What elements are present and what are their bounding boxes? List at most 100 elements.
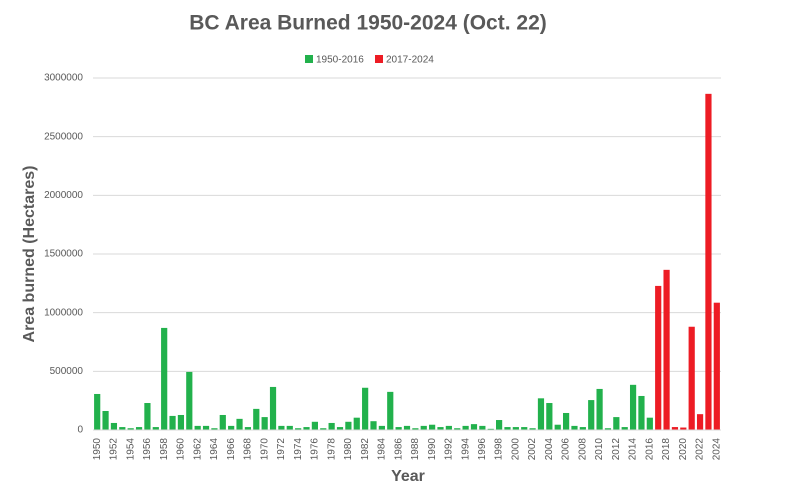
bar: [629, 384, 637, 430]
bar: [579, 427, 586, 430]
legend-label: 2017-2024: [386, 55, 434, 66]
chart-title: BC Area Burned 1950-2024 (Oct. 22): [189, 12, 547, 35]
x-tick-label: 2020: [678, 438, 689, 461]
y-tick-label: 1000000: [44, 307, 83, 318]
y-tick-label: 3000000: [44, 73, 83, 84]
bar: [638, 395, 645, 430]
x-tick-label: 1958: [159, 438, 170, 461]
x-tick-label: 1966: [226, 438, 237, 461]
bar: [671, 427, 679, 430]
x-tick-label: 1980: [343, 438, 354, 461]
bar: [286, 425, 293, 430]
x-tick-label: 1972: [276, 438, 287, 461]
x-tick-label: 2008: [577, 438, 588, 461]
y-tick-label: 500000: [50, 366, 84, 377]
x-tick-label: 1996: [477, 438, 488, 461]
x-tick-label: 2018: [661, 438, 672, 461]
bar: [387, 391, 394, 430]
bar: [420, 425, 427, 430]
bar: [102, 410, 109, 430]
x-tick-label: 1994: [460, 438, 471, 461]
x-tick-label: 1988: [410, 438, 421, 461]
bar: [479, 425, 486, 430]
legend: 1950-2016 2017-2024: [305, 55, 434, 66]
x-tick-label: 2000: [510, 438, 521, 461]
bar: [705, 93, 712, 430]
bar: [370, 421, 377, 430]
y-tick-label: 0: [77, 425, 83, 436]
bar: [588, 400, 595, 430]
bar: [119, 427, 126, 430]
bar: [521, 427, 528, 430]
x-tick-label: 1956: [142, 438, 153, 461]
bar: [512, 427, 519, 430]
bar: [529, 428, 536, 430]
bar: [320, 428, 327, 430]
bar: [362, 387, 369, 430]
x-tick-label: 1954: [125, 438, 136, 461]
bar: [144, 403, 151, 430]
bar: [261, 417, 268, 430]
x-tick-label: 2016: [644, 438, 655, 461]
y-axis-label: Area burned (Hectares): [21, 166, 38, 343]
bar: [228, 425, 235, 430]
y-tick-label: 1500000: [44, 249, 83, 260]
bar: [621, 427, 628, 430]
bar: [328, 422, 335, 430]
y-tick-label: 2500000: [44, 131, 83, 142]
x-tick-label: 1976: [310, 438, 321, 461]
bar: [311, 421, 318, 430]
bar: [202, 425, 210, 430]
legend-swatch: [375, 55, 383, 63]
bar: [253, 408, 260, 430]
bar: [177, 414, 185, 430]
x-tick-label: 2002: [527, 438, 538, 461]
bar: [496, 420, 503, 430]
bar: [378, 425, 385, 430]
bar: [303, 427, 310, 430]
bar: [169, 415, 176, 430]
bar: [596, 388, 603, 430]
bar: [345, 421, 352, 430]
bar: [454, 428, 461, 430]
x-tick-label: 2006: [561, 438, 572, 461]
x-axis-label: Year: [391, 468, 425, 485]
bar: [236, 418, 243, 430]
x-tick-label: 1990: [427, 438, 438, 461]
bar: [713, 302, 720, 430]
bar: [278, 425, 285, 430]
bar: [186, 371, 193, 430]
bar: [537, 398, 545, 430]
x-tick-label: 1970: [259, 438, 270, 461]
x-tick-label: 1986: [393, 438, 404, 461]
x-tick-label: 1950: [92, 438, 103, 461]
bar: [403, 425, 411, 430]
x-tick-label: 1998: [494, 438, 505, 461]
bar: [571, 425, 578, 430]
legend-label: 1950-2016: [316, 55, 364, 66]
bar: [655, 285, 662, 430]
bar: [613, 417, 620, 430]
bar: [504, 427, 511, 430]
bar: [353, 417, 360, 430]
bar: [295, 428, 302, 430]
x-tick-label: 2012: [611, 438, 622, 461]
x-tick-label: 1984: [377, 438, 388, 461]
bar: [244, 427, 252, 430]
bar: [646, 417, 653, 430]
bar: [696, 414, 704, 430]
bar: [663, 269, 670, 430]
bar: [269, 386, 277, 430]
bar: [554, 424, 561, 430]
legend-swatch: [305, 55, 313, 63]
bar: [395, 427, 402, 430]
bar: [604, 428, 612, 430]
x-tick-label: 2004: [544, 438, 555, 461]
bar: [562, 412, 570, 430]
bar: [336, 427, 344, 430]
x-tick-label: 1968: [243, 438, 254, 461]
bar: [194, 425, 201, 430]
bar: [152, 427, 159, 430]
x-tick-label: 1974: [293, 438, 304, 461]
